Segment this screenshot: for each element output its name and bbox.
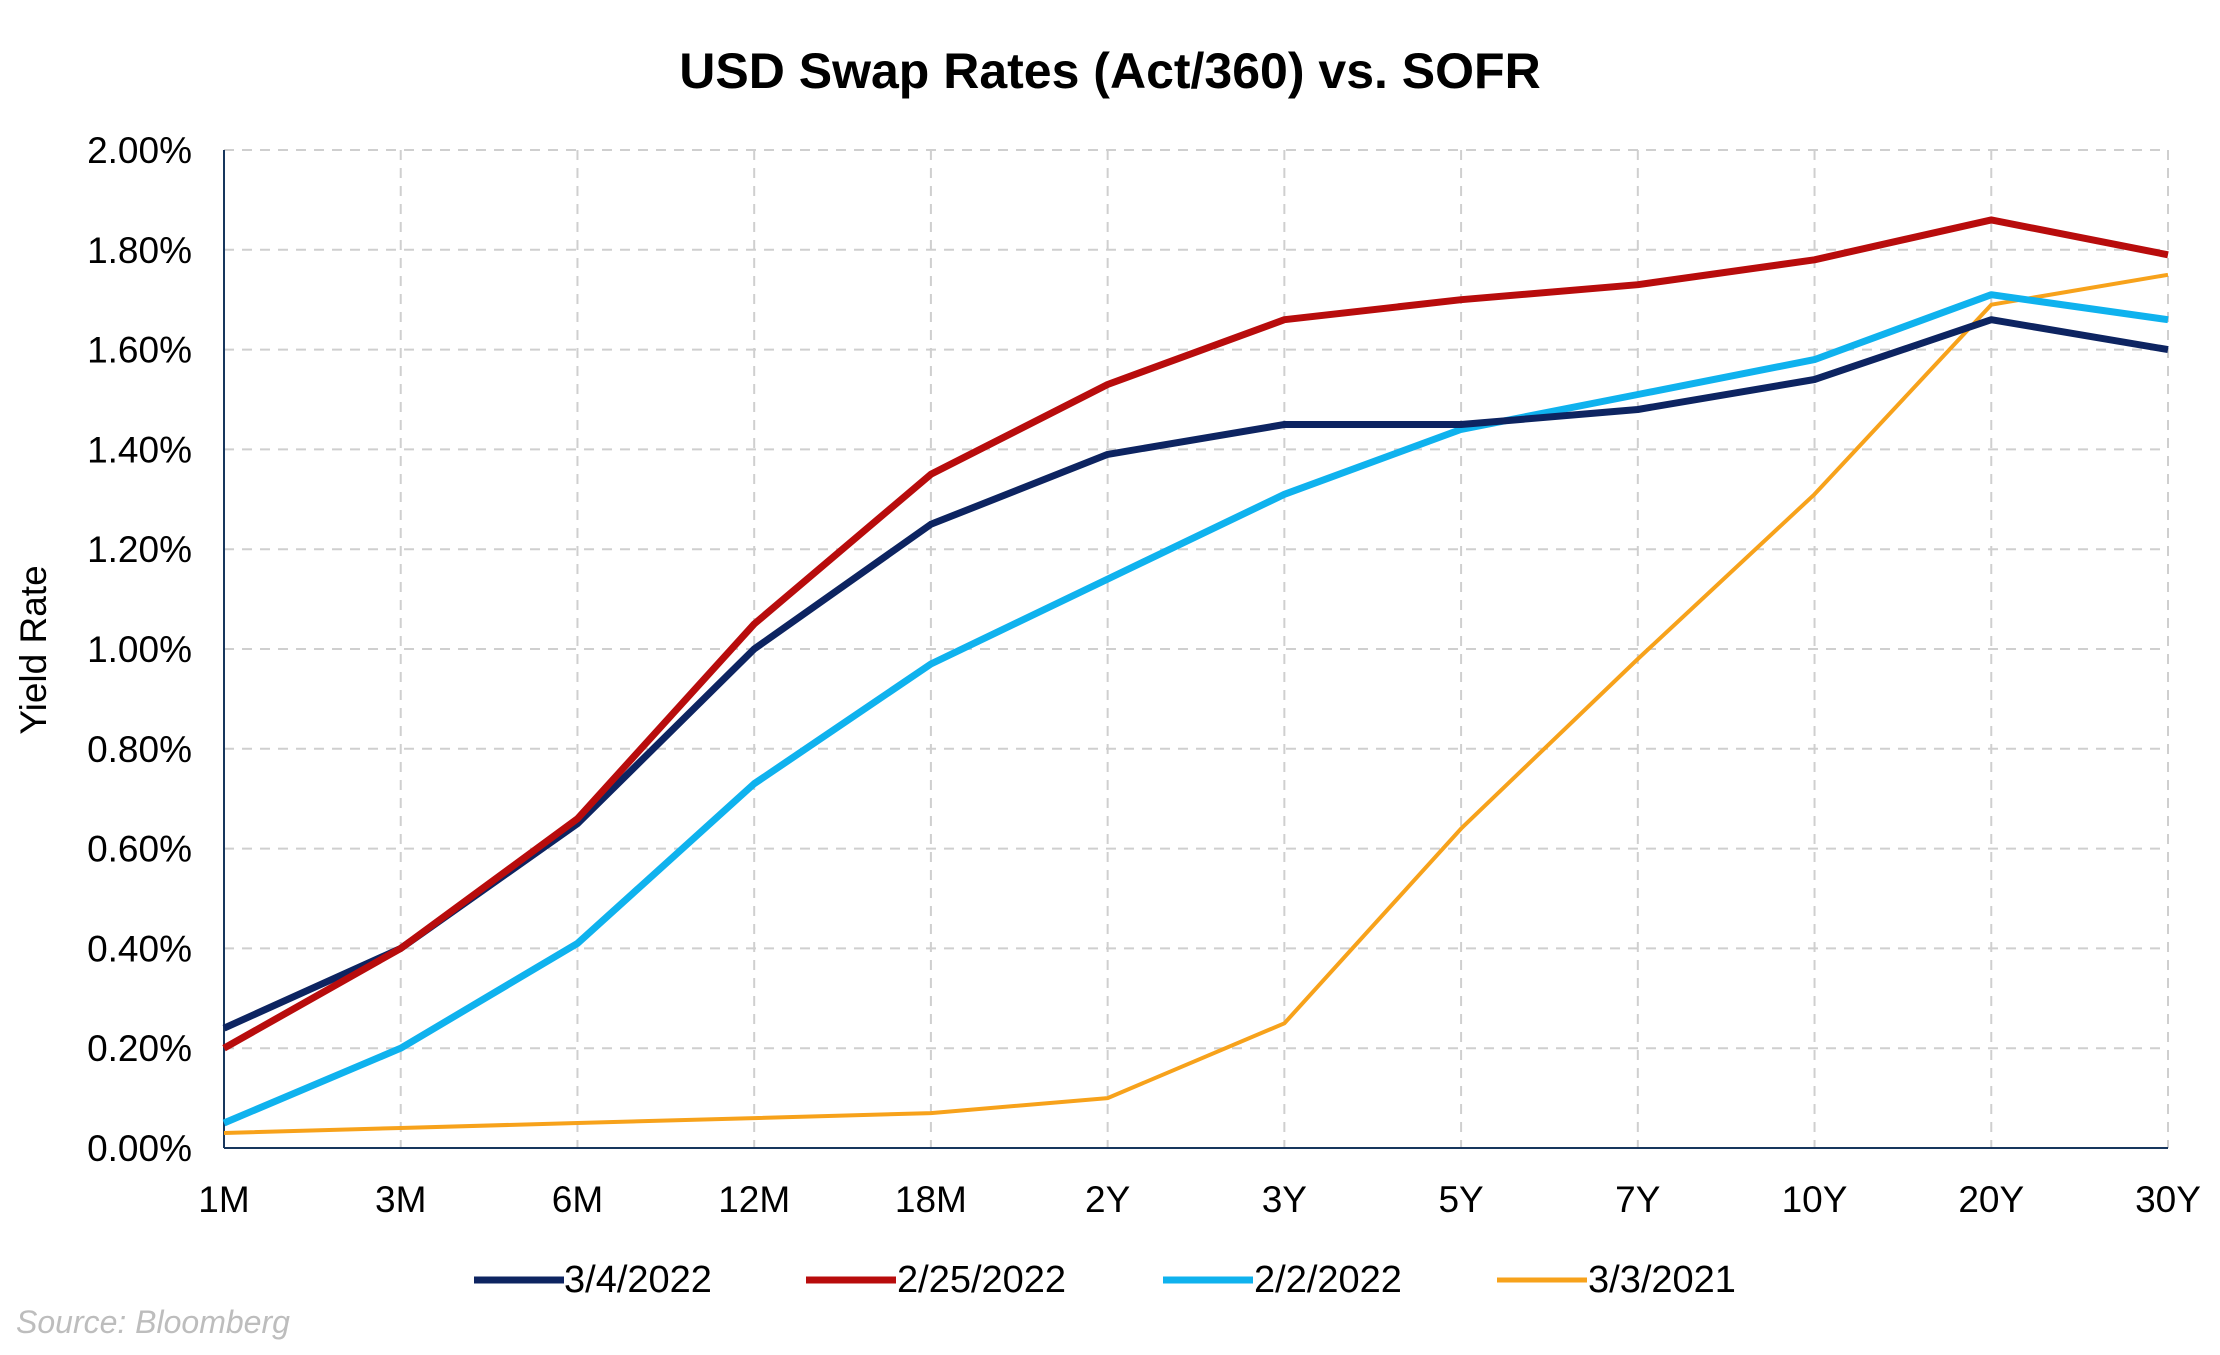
x-tick-label: 10Y: [1782, 1179, 1848, 1220]
source-note: Source: Bloomberg: [16, 1304, 290, 1340]
x-tick-label: 2Y: [1085, 1179, 1130, 1220]
y-tick-label: 1.80%: [87, 230, 192, 271]
x-tick-label: 5Y: [1438, 1179, 1483, 1220]
chart-title: USD Swap Rates (Act/360) vs. SOFR: [679, 43, 1540, 99]
y-tick-label: 1.20%: [87, 529, 192, 570]
legend-label-4: 3/3/2021: [1588, 1259, 1736, 1301]
y-tick-label: 0.60%: [87, 829, 192, 870]
y-tick-label: 0.00%: [87, 1128, 192, 1169]
series-line-3: [222, 291, 2169, 1127]
y-tick-label: 2.00%: [87, 130, 192, 171]
legend: 3/4/2022 2/25/2022 2/2/2022 3/3/2021: [474, 1259, 1736, 1301]
x-tick-label: 3Y: [1262, 1179, 1307, 1220]
series-lines: [222, 216, 2169, 1135]
x-tick-label: 6M: [552, 1179, 603, 1220]
x-tick-labels: 1M 3M 6M 12M 18M 2Y 3Y 5Y 7Y 10Y 20Y 30Y: [198, 1179, 2201, 1220]
x-tick-label: 1M: [198, 1179, 249, 1220]
axes: [223, 150, 2168, 1149]
x-tick-label: 30Y: [2135, 1179, 2201, 1220]
y-tick-label: 1.40%: [87, 429, 192, 470]
grid-lines: [224, 149, 2169, 1148]
x-tick-label: 20Y: [1958, 1179, 2024, 1220]
y-tick-label: 0.20%: [87, 1028, 192, 1069]
legend-label-3: 2/2/2022: [1254, 1259, 1402, 1301]
x-tick-label: 3M: [375, 1179, 426, 1220]
x-tick-label: 7Y: [1615, 1179, 1660, 1220]
y-tick-labels: 0.00% 0.20% 0.40% 0.60% 0.80% 1.00% 1.20% 1.40%…: [87, 130, 192, 1169]
legend-label-2: 2/25/2022: [897, 1259, 1066, 1301]
y-tick-label: 1.00%: [87, 629, 192, 670]
series-line-4: [223, 272, 2169, 1135]
y-tick-label: 0.40%: [87, 928, 192, 969]
y-axis-label: Yield Rate: [13, 565, 54, 734]
x-tick-label: 18M: [895, 1179, 967, 1220]
series-line-2: [222, 216, 2169, 1052]
y-tick-label: 0.80%: [87, 729, 192, 770]
x-tick-label: 12M: [718, 1179, 790, 1220]
legend-label-1: 3/4/2022: [564, 1259, 712, 1301]
y-tick-label: 1.60%: [87, 330, 192, 371]
